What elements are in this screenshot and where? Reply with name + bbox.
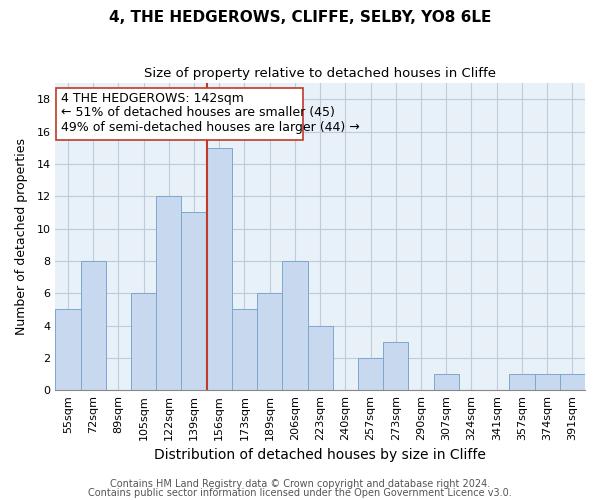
Bar xyxy=(232,310,257,390)
Bar xyxy=(80,261,106,390)
Bar xyxy=(181,212,206,390)
Text: Contains public sector information licensed under the Open Government Licence v3: Contains public sector information licen… xyxy=(88,488,512,498)
Bar xyxy=(383,342,409,390)
Bar xyxy=(434,374,459,390)
Text: 4 THE HEDGEROWS: 142sqm: 4 THE HEDGEROWS: 142sqm xyxy=(61,92,244,105)
Bar xyxy=(560,374,585,390)
Title: Size of property relative to detached houses in Cliffe: Size of property relative to detached ho… xyxy=(144,68,496,80)
Text: ← 51% of detached houses are smaller (45): ← 51% of detached houses are smaller (45… xyxy=(61,106,335,120)
Bar xyxy=(131,294,156,390)
Y-axis label: Number of detached properties: Number of detached properties xyxy=(15,138,28,335)
Bar xyxy=(358,358,383,390)
Bar xyxy=(535,374,560,390)
Text: Contains HM Land Registry data © Crown copyright and database right 2024.: Contains HM Land Registry data © Crown c… xyxy=(110,479,490,489)
Bar xyxy=(308,326,333,390)
Bar xyxy=(509,374,535,390)
Bar xyxy=(55,310,80,390)
Text: 49% of semi-detached houses are larger (44) →: 49% of semi-detached houses are larger (… xyxy=(61,121,359,134)
FancyBboxPatch shape xyxy=(56,88,303,140)
X-axis label: Distribution of detached houses by size in Cliffe: Distribution of detached houses by size … xyxy=(154,448,486,462)
Bar xyxy=(206,148,232,390)
Text: 4, THE HEDGEROWS, CLIFFE, SELBY, YO8 6LE: 4, THE HEDGEROWS, CLIFFE, SELBY, YO8 6LE xyxy=(109,10,491,25)
Bar xyxy=(283,261,308,390)
Bar xyxy=(257,294,283,390)
Bar xyxy=(156,196,181,390)
